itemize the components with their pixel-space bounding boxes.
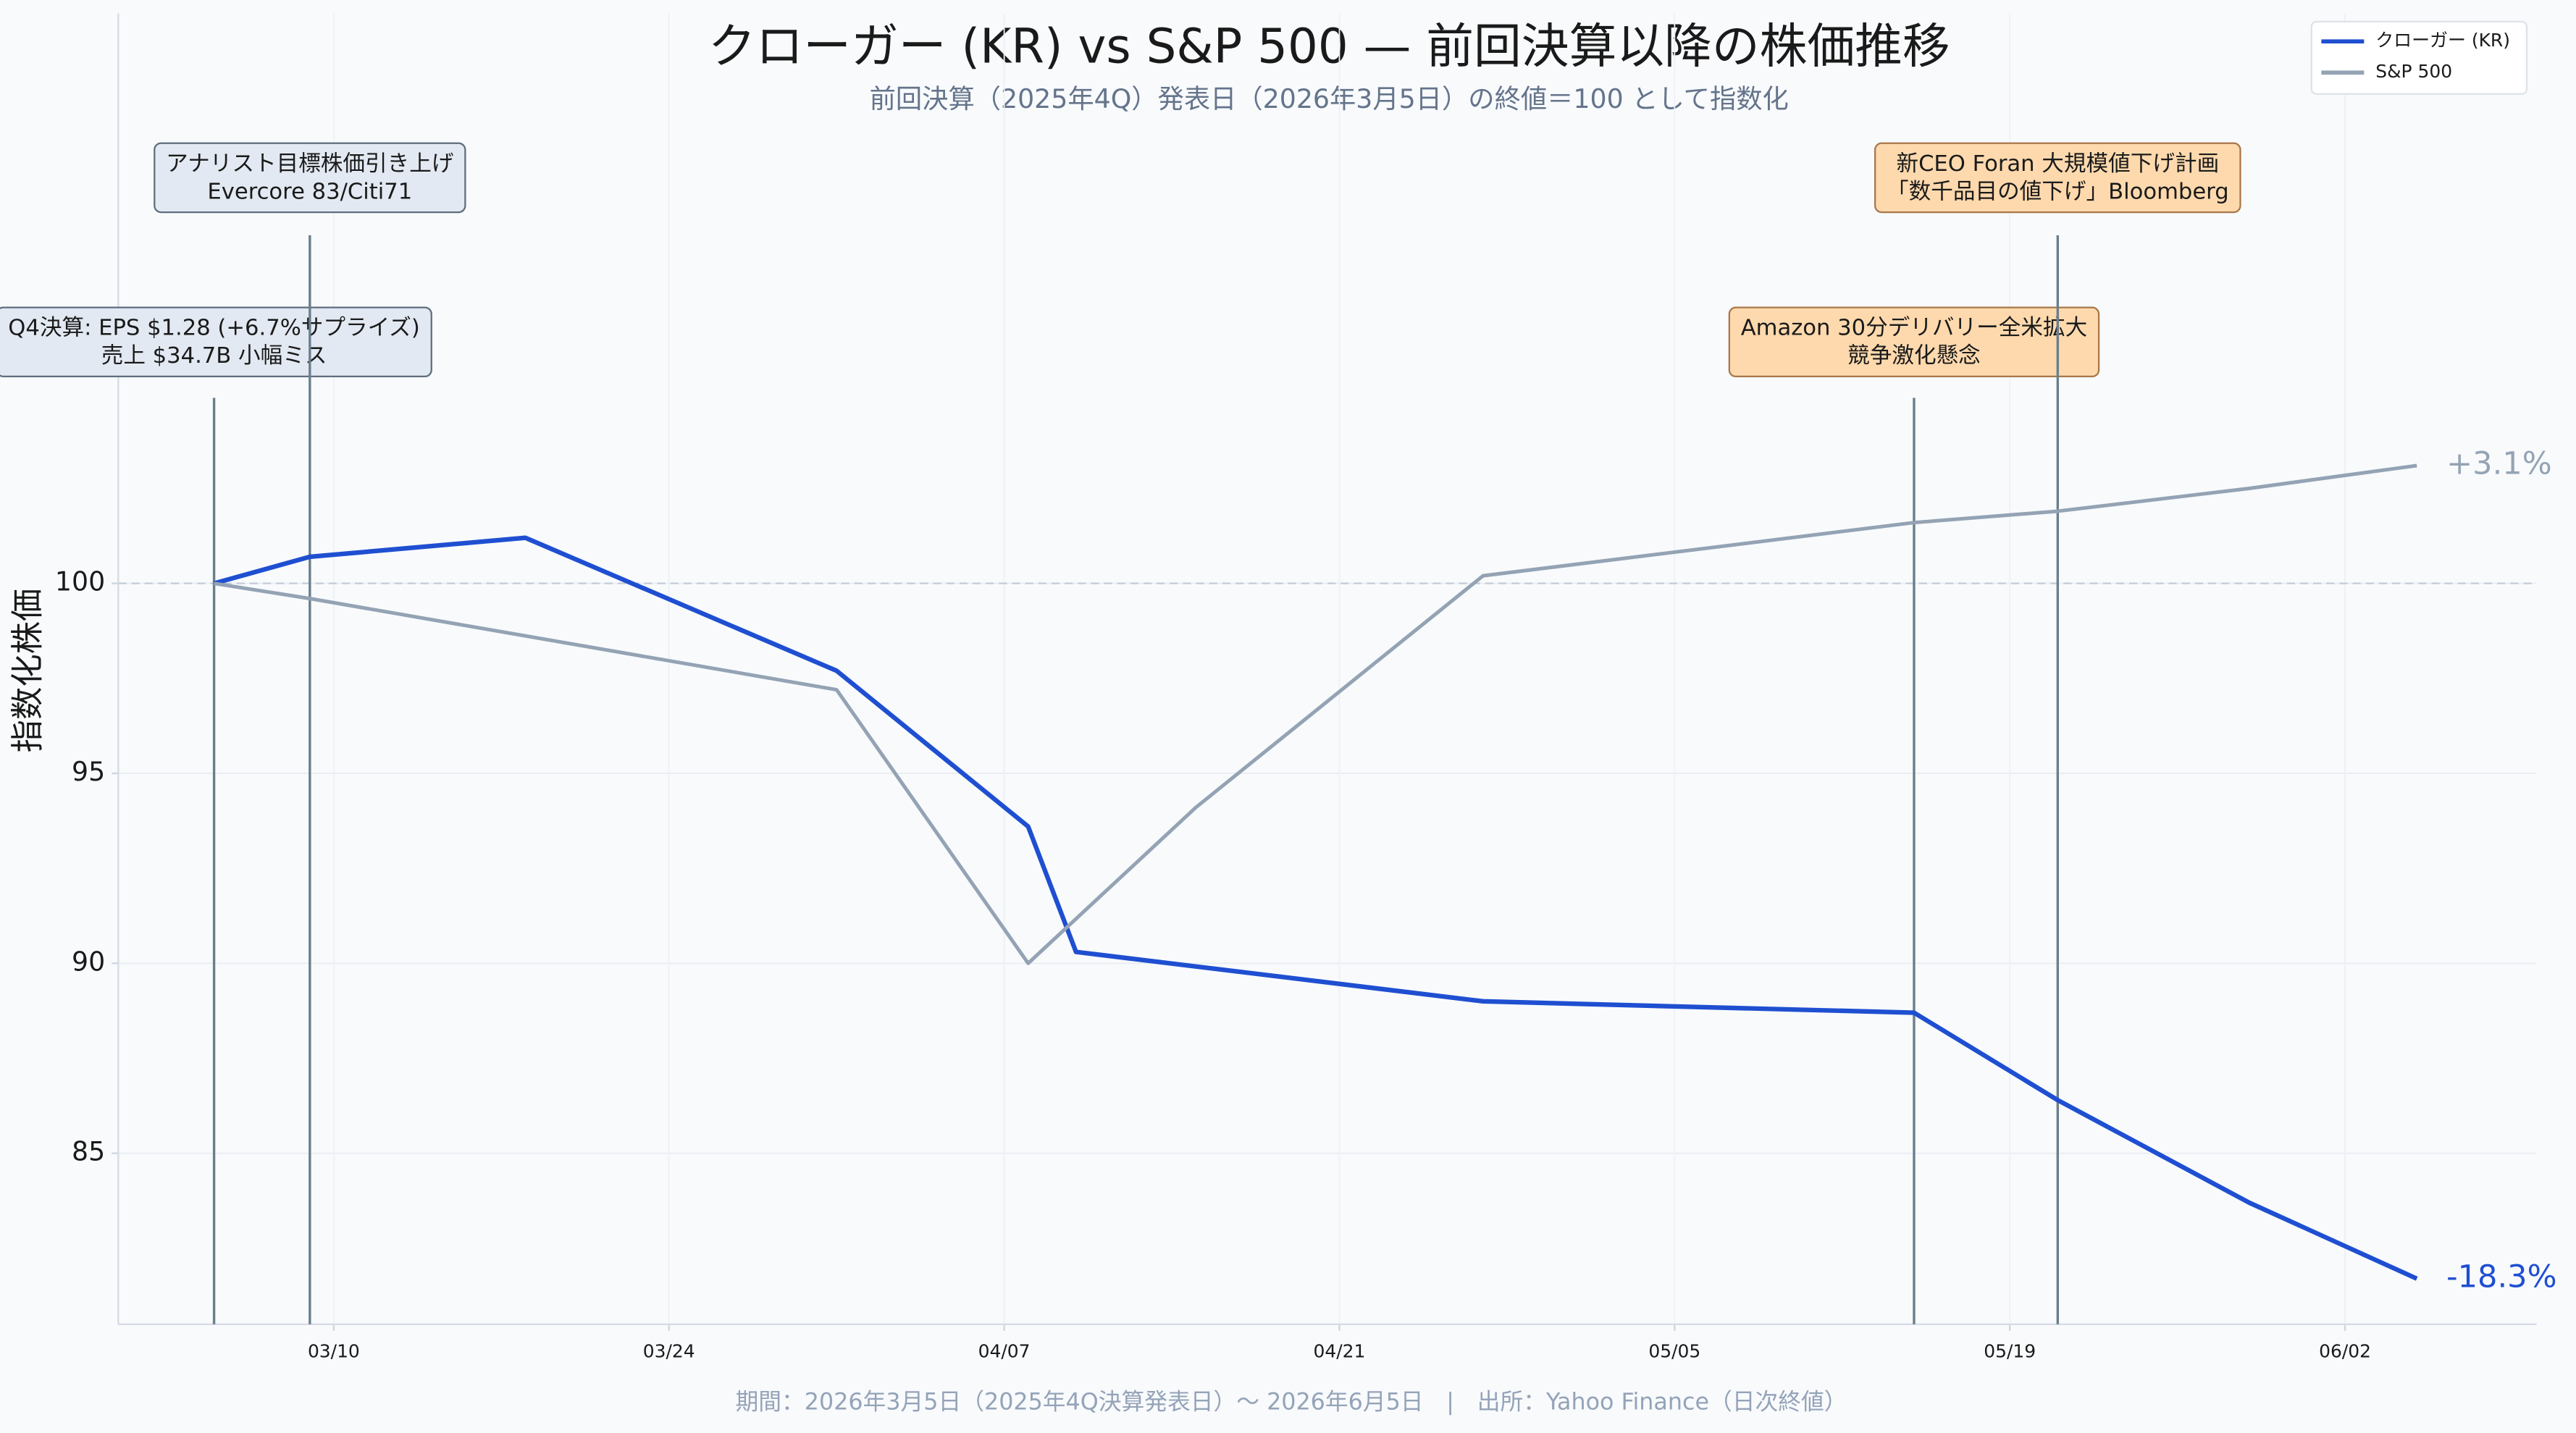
legend-label: クローガー (KR): [2375, 30, 2510, 51]
annotation-box: [0, 306, 432, 378]
annotation-text: Q4決算: EPS $1.28 (+6.7%サプライズ): [8, 316, 420, 341]
series-line: [213, 535, 2418, 1281]
annotation-text: 新CEO Foran 大規模値下げ計画: [1896, 151, 2219, 177]
annotation: 新CEO Foran 大規模値下げ計画「数千品目の値下げ」Bloomberg: [1874, 142, 2241, 214]
x-tick-label: 04/21: [1314, 1340, 1366, 1361]
y-tick-label: 90: [72, 946, 105, 977]
y-tick-label: 85: [72, 1136, 105, 1167]
end-label: +3.1%: [2446, 445, 2552, 482]
y-tick-label: 95: [72, 756, 105, 787]
annotation-box: [1874, 142, 2241, 214]
x-tick-label: 03/10: [308, 1340, 360, 1361]
footer: 期間：2026年3月5日（2025年4Q決算発表日）〜 2026年6月5日 | …: [736, 1390, 1847, 1416]
annotation-box: [154, 142, 466, 214]
x-tick-label: 06/02: [2319, 1340, 2371, 1361]
legend-box: [2310, 20, 2528, 95]
x-tick-label: 05/19: [1984, 1340, 2036, 1361]
annotation-text: アナリスト目標株価引き上げ: [166, 151, 453, 177]
end-label: -18.3%: [2446, 1258, 2556, 1295]
y-tick-label: 100: [55, 566, 105, 597]
x-tick-label: 03/24: [643, 1340, 695, 1361]
annotation-box: [1728, 306, 2100, 378]
chart-title: クローガー (KR) vs S&P 500 — 前回決算以降の株価推移: [708, 19, 1950, 75]
annotation-text: Evercore 83/Citi71: [207, 179, 412, 204]
y-axis-label: 指数化株価: [8, 589, 46, 753]
x-tick-label: 04/07: [978, 1340, 1031, 1361]
annotation-text: 「数千品目の値下げ」Bloomberg: [1887, 179, 2229, 204]
series-line: [214, 463, 2417, 965]
annotation-text: Amazon 30分デリバリー全米拡大: [1741, 316, 2087, 341]
annotation: Q4決算: EPS $1.28 (+6.7%サプライズ)売上 $34.7B 小幅…: [0, 306, 432, 378]
legend-label: S&P 500: [2375, 61, 2452, 82]
annotation-text: 売上 $34.7B 小幅ミス: [101, 343, 327, 369]
chart-subtitle: 前回決算（2025年4Q）発表日（2026年3月5日）の終値＝100 として指数…: [870, 83, 1789, 114]
x-tick-label: 05/05: [1648, 1340, 1700, 1361]
annotation-text: 競争激化懸念: [1847, 343, 1981, 369]
